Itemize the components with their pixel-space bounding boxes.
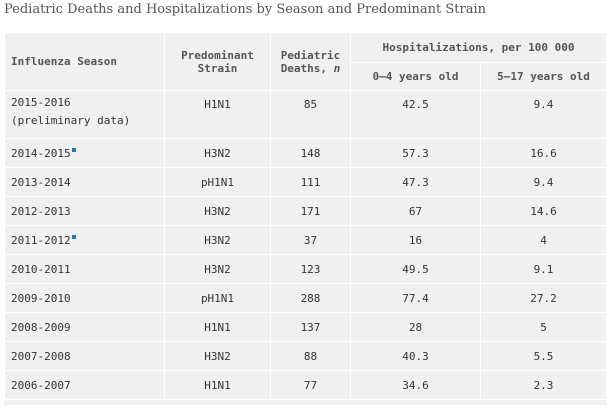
cell-strain: H3N2 [164, 225, 271, 255]
cell-hosp-0-4: 16 [350, 225, 481, 255]
cell-season: 2010-2011 [4, 254, 165, 284]
table-row: 2014-2015 H3N2 148 57.3 16.6 [4, 138, 607, 168]
cell-deaths: 123 [270, 254, 351, 284]
table-row: 2009-2010 pH1N1 288 77.4 27.2 [4, 283, 607, 313]
table-caption: Pediatric Deaths and Hospitalizations by… [4, 2, 487, 17]
cell-hosp-5-17: 5.5 [480, 341, 607, 371]
season-label: 2007-2008 [11, 349, 71, 363]
cell-strain: H3N2 [164, 196, 271, 226]
data-table-container: Influenza Season Predominant Strain Pedi… [4, 32, 607, 405]
header-season: Influenza Season [4, 32, 165, 91]
header-age-0-4: 0–4 years old [350, 62, 481, 91]
season-note: (preliminary data) [11, 114, 131, 127]
table-row: 2006-2007 H1N1 77 34.6 2.3 [4, 370, 607, 400]
season-label: 2012-2013 [11, 204, 71, 218]
cell-hosp-5-17: 9.4 [480, 90, 607, 139]
cell-season: 2009-2010 [4, 283, 165, 313]
cell-hosp-5-17: 14.6 [480, 196, 607, 226]
cell-deaths: 37 [270, 225, 351, 255]
cell-strain: H3N2 [164, 254, 271, 284]
cell-hosp-0-4: 77.4 [350, 283, 481, 313]
data-table: Influenza Season Predominant Strain Pedi… [4, 32, 607, 400]
header-strain: Predominant Strain [164, 32, 271, 91]
cell-hosp-0-4: 49.5 [350, 254, 481, 284]
cell-strain: H1N1 [164, 370, 271, 400]
cell-season: 2013-2014 [4, 167, 165, 197]
cell-hosp-0-4: 34.6 [350, 370, 481, 400]
cell-season: 2008-2009 [4, 312, 165, 342]
cell-strain: H1N1 [164, 90, 271, 139]
season-label: 2014-2015 [11, 146, 71, 160]
cell-hosp-0-4: 28 [350, 312, 481, 342]
table-row: 2008-2009 H1N1 137 28 5 [4, 312, 607, 342]
table-row: 2013-2014 pH1N1 111 47.3 9.4 [4, 167, 607, 197]
season-label: 2010-2011 [11, 262, 71, 276]
footnote-marker-icon[interactable] [71, 147, 76, 152]
table-row: 2015-2016 (preliminary data) H1N1 85 42.5 9.4 [4, 90, 607, 139]
cell-hosp-0-4: 67 [350, 196, 481, 226]
season-label: 2009-2010 [11, 291, 71, 305]
cell-strain: H3N2 [164, 138, 271, 168]
cell-hosp-5-17: 5 [480, 312, 607, 342]
cell-deaths: 85 [270, 90, 351, 139]
footnote-marker-icon[interactable] [71, 234, 76, 239]
season-label: 2013-2014 [11, 175, 71, 189]
cell-strain: H3N2 [164, 341, 271, 371]
header-hospitalizations: Hospitalizations, per 100 000 [350, 32, 607, 63]
header-deaths-line1: Pediatric [280, 48, 341, 62]
table-row: 2010-2011 H3N2 123 49.5 9.1 [4, 254, 607, 284]
cell-hosp-0-4: 42.5 [350, 90, 481, 139]
header-strain-line1: Predominant [181, 48, 254, 62]
cell-deaths: 77 [270, 370, 351, 400]
cell-season: 2014-2015 [4, 138, 165, 168]
cell-hosp-5-17: 2.3 [480, 370, 607, 400]
season-label: 2008-2009 [11, 320, 71, 334]
cell-season: 2012-2013 [4, 196, 165, 226]
cell-hosp-0-4: 47.3 [350, 167, 481, 197]
season-label: 2006-2007 [11, 378, 71, 392]
cell-deaths: 88 [270, 341, 351, 371]
cell-deaths: 137 [270, 312, 351, 342]
header-deaths-line2: Deaths, [280, 61, 328, 75]
header-strain-line2: Strain [197, 61, 238, 75]
cell-strain: pH1N1 [164, 283, 271, 313]
cell-hosp-5-17: 4 [480, 225, 607, 255]
cell-season: 2011-2012 [4, 225, 165, 255]
cell-hosp-5-17: 9.1 [480, 254, 607, 284]
season-label: 2011-2012 [11, 233, 71, 247]
cell-hosp-5-17: 16.6 [480, 138, 607, 168]
cell-hosp-0-4: 40.3 [350, 341, 481, 371]
season-label: 2015-2016 [11, 96, 71, 109]
header-deaths: Pediatric Deaths, n [270, 32, 351, 91]
cell-hosp-5-17: 27.2 [480, 283, 607, 313]
cell-season: 2006-2007 [4, 370, 165, 400]
header-age-5-17: 5–17 years old [480, 62, 607, 91]
cell-deaths: 148 [270, 138, 351, 168]
cell-strain: H1N1 [164, 312, 271, 342]
cell-deaths: 111 [270, 167, 351, 197]
table-body: 2015-2016 (preliminary data) H1N1 85 42.5 9.4… [4, 90, 607, 400]
cell-strain: pH1N1 [164, 167, 271, 197]
cell-deaths: 171 [270, 196, 351, 226]
cell-hosp-0-4: 57.3 [350, 138, 481, 168]
table-row: 2011-2012 H3N2 37 16 4 [4, 225, 607, 255]
table-row: 2012-2013 H3N2 171 67 14.6 [4, 196, 607, 226]
cell-hosp-5-17: 9.4 [480, 167, 607, 197]
cell-season: 2015-2016 (preliminary data) [4, 90, 165, 139]
header-deaths-n: n [333, 61, 341, 75]
table-row: 2007-2008 H3N2 88 40.3 5.5 [4, 341, 607, 371]
cell-season: 2007-2008 [4, 341, 165, 371]
cell-deaths: 288 [270, 283, 351, 313]
